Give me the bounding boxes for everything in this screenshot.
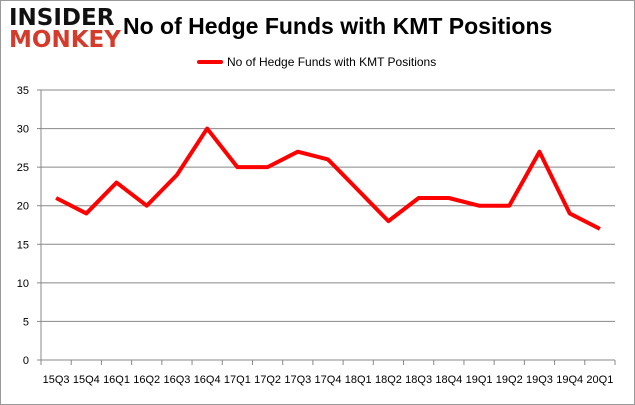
insider-monkey-logo: INSIDER MONKEY [9,5,121,53]
y-tick-label: 30 [17,124,29,136]
x-tick-label: 15Q4 [73,374,100,386]
x-tick-label: 19Q4 [556,374,583,386]
logo-line2: MONKEY [9,27,121,53]
x-tick-label: 20Q1 [586,374,613,386]
x-tick-label: 17Q1 [224,374,251,386]
legend-swatch [197,60,223,64]
x-tick-label: 18Q3 [405,374,432,386]
y-tick-label: 10 [17,278,29,290]
chart-title: No of Hedge Funds with KMT Positions [123,13,553,39]
x-tick-label: 17Q4 [315,374,342,386]
x-tick-label: 18Q4 [435,374,462,386]
x-tick-label: 17Q3 [284,374,311,386]
x-tick-label: 16Q3 [163,374,190,386]
x-tick-label: 17Q2 [254,374,281,386]
logo-line1: INSIDER [9,5,115,31]
y-tick-label: 35 [17,85,29,97]
x-tick-label: 18Q2 [375,374,402,386]
x-tick-label: 16Q4 [194,374,221,386]
y-tick-label: 20 [17,201,29,213]
legend-label: No of Hedge Funds with KMT Positions [227,55,437,69]
x-tick-label: 19Q3 [526,374,553,386]
x-tick-label: 16Q1 [103,374,130,386]
x-tick-label: 15Q3 [43,374,70,386]
y-tick-label: 25 [17,162,29,174]
y-tick-label: 15 [17,239,29,251]
x-tick-label: 19Q2 [496,374,523,386]
x-tick-label: 18Q1 [345,374,372,386]
y-tick-label: 0 [23,355,29,367]
series-line [55,126,601,231]
x-tick-label: 19Q1 [466,374,493,386]
legend: No of Hedge Funds with KMT Positions [197,55,436,69]
x-tick-label: 16Q2 [133,374,160,386]
y-tick-label: 5 [23,316,29,328]
